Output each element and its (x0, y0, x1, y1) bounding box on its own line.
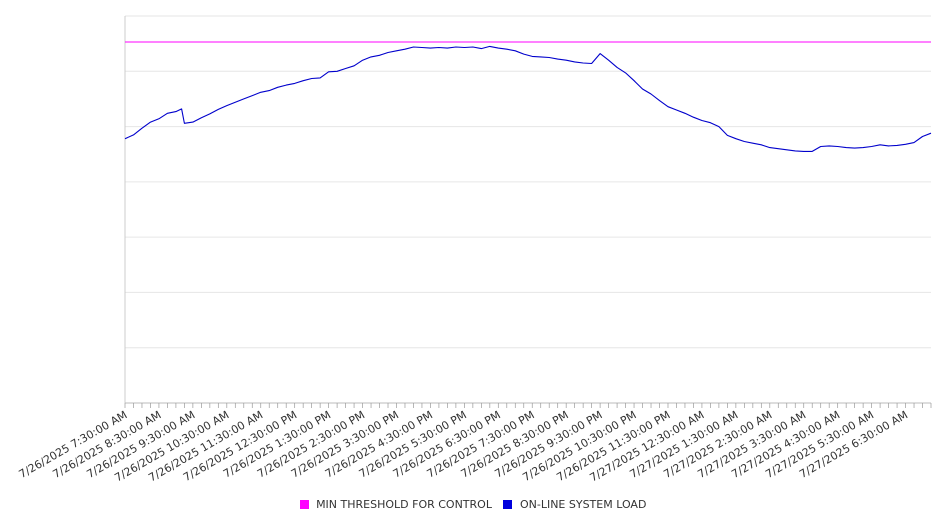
chart-legend: MIN THRESHOLD FOR CONTROL ON-LINE SYSTEM… (0, 498, 946, 511)
x-axis-tick-labels: 7/26/2025 7:30:00 AM7/26/2025 8:30:00 AM… (17, 408, 910, 484)
legend-label-min-threshold: MIN THRESHOLD FOR CONTROL (316, 498, 492, 511)
chart-axes (124, 16, 932, 408)
chart-gridlines (125, 15, 931, 349)
legend-label-online-system-load: ON-LINE SYSTEM LOAD (519, 498, 647, 511)
series-line-online-system-load (124, 45, 932, 152)
legend-swatch-online-system-load (503, 500, 513, 509)
legend-swatch-min-threshold (299, 500, 309, 509)
chart-series-layer (124, 41, 932, 152)
legend-item-online-system-load[interactable]: ON-LINE SYSTEM LOAD (503, 498, 646, 511)
legend-item-min-threshold[interactable]: MIN THRESHOLD FOR CONTROL (299, 498, 492, 511)
